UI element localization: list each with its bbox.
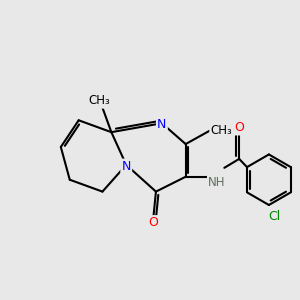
Text: NH: NH	[208, 176, 226, 189]
Text: CH₃: CH₃	[88, 94, 110, 107]
Text: N: N	[122, 160, 131, 173]
Text: CH₃: CH₃	[211, 124, 232, 137]
Text: O: O	[234, 121, 244, 134]
Text: Cl: Cl	[269, 210, 281, 224]
Text: O: O	[148, 216, 158, 229]
Text: N: N	[157, 118, 167, 131]
